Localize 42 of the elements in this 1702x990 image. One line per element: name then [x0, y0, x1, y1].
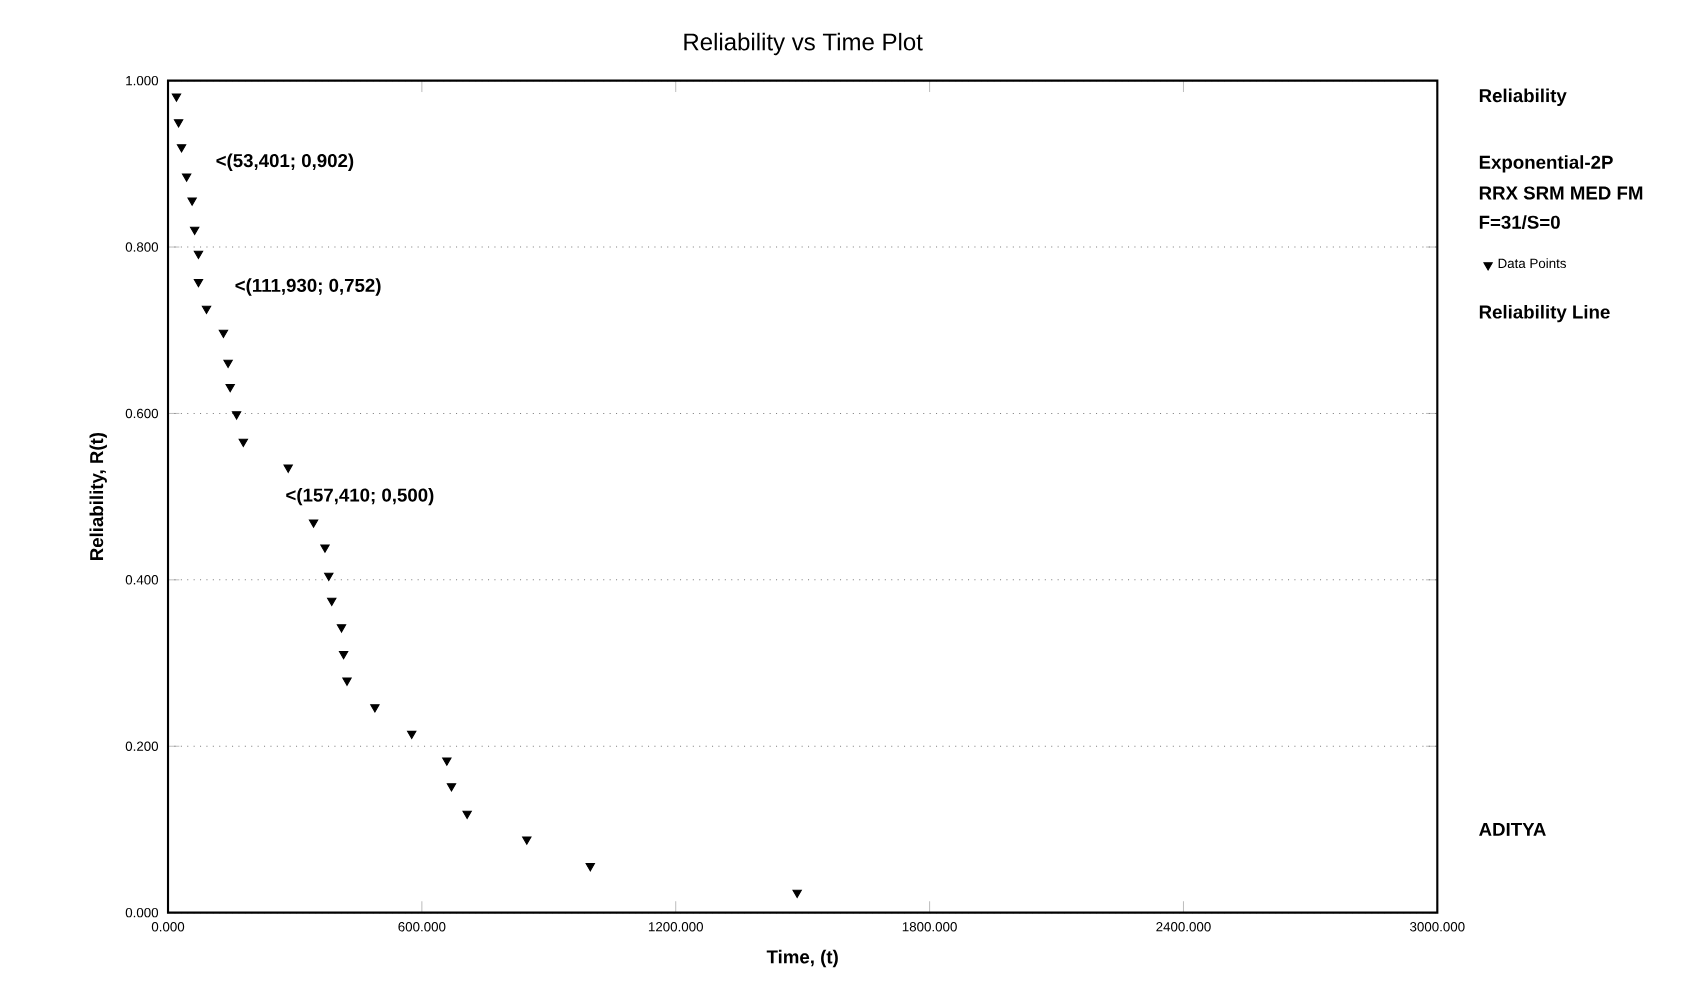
chart-title: Reliability vs Time Plot — [684, 32, 923, 56]
y-axis-title: Reliability, R(t) — [89, 432, 107, 561]
point — [442, 757, 452, 766]
text: Reliability — [1479, 88, 1567, 106]
text: F=31/S=0 — [1479, 215, 1560, 230]
point — [187, 197, 197, 206]
point — [522, 836, 532, 845]
point — [238, 438, 249, 448]
text: RRX SRM MED FM — [1479, 186, 1643, 200]
point — [171, 93, 182, 102]
point — [193, 279, 204, 288]
text: Exponential-2P — [1479, 155, 1613, 173]
point — [585, 863, 595, 872]
annotation: <(53,401; 0,902) — [216, 153, 354, 171]
point — [370, 704, 380, 713]
point — [193, 250, 204, 260]
annotation: <(157,410; 0,500) — [286, 487, 434, 506]
point — [225, 383, 235, 393]
point — [181, 173, 192, 182]
point — [223, 359, 233, 369]
point — [324, 572, 334, 582]
point — [336, 624, 347, 633]
annotation: <(111,930; 0,752) — [235, 278, 381, 296]
point — [320, 544, 330, 553]
point — [338, 650, 349, 660]
point — [342, 677, 352, 686]
point — [176, 144, 187, 153]
point — [231, 411, 242, 420]
point — [446, 783, 457, 792]
text: Reliability Line — [1479, 304, 1610, 323]
point — [218, 329, 229, 339]
point — [308, 519, 319, 528]
point — [189, 226, 200, 235]
point — [462, 810, 472, 819]
point — [407, 730, 417, 740]
point — [173, 119, 184, 128]
point — [327, 597, 337, 606]
text: ADITYA — [1479, 823, 1546, 836]
point — [283, 464, 293, 473]
point — [792, 889, 802, 899]
x-axis-title: Time, (t) — [766, 949, 838, 968]
point — [201, 305, 212, 314]
